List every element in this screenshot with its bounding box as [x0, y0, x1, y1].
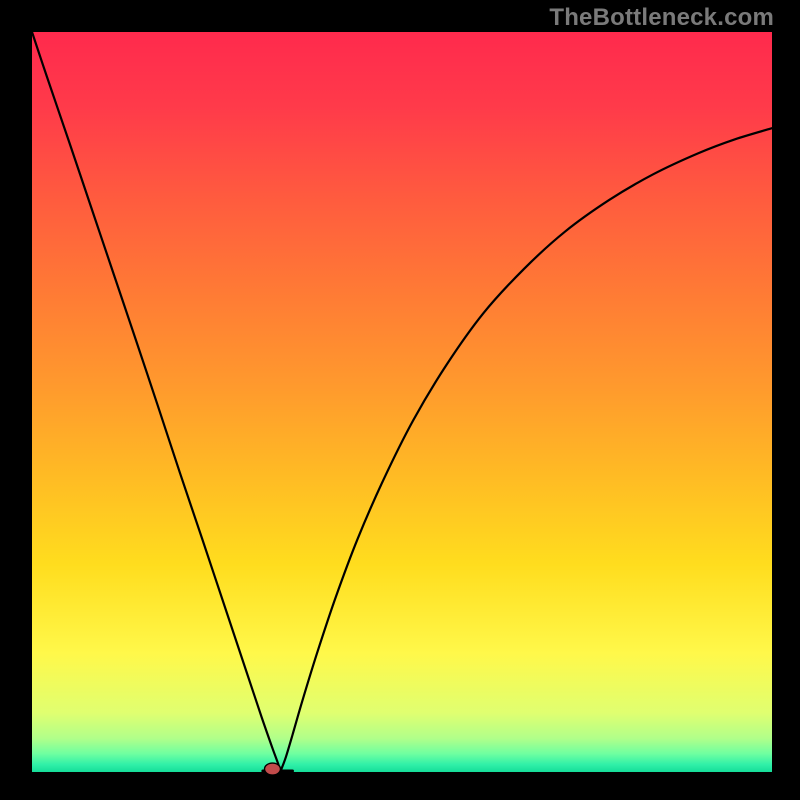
curve-path: [32, 32, 772, 772]
plot-area: [32, 32, 772, 772]
bottleneck-curve: [32, 32, 772, 772]
frame: TheBottleneck.com: [0, 0, 800, 800]
watermark-text: TheBottleneck.com: [549, 4, 774, 32]
vertex-marker: [265, 763, 281, 775]
